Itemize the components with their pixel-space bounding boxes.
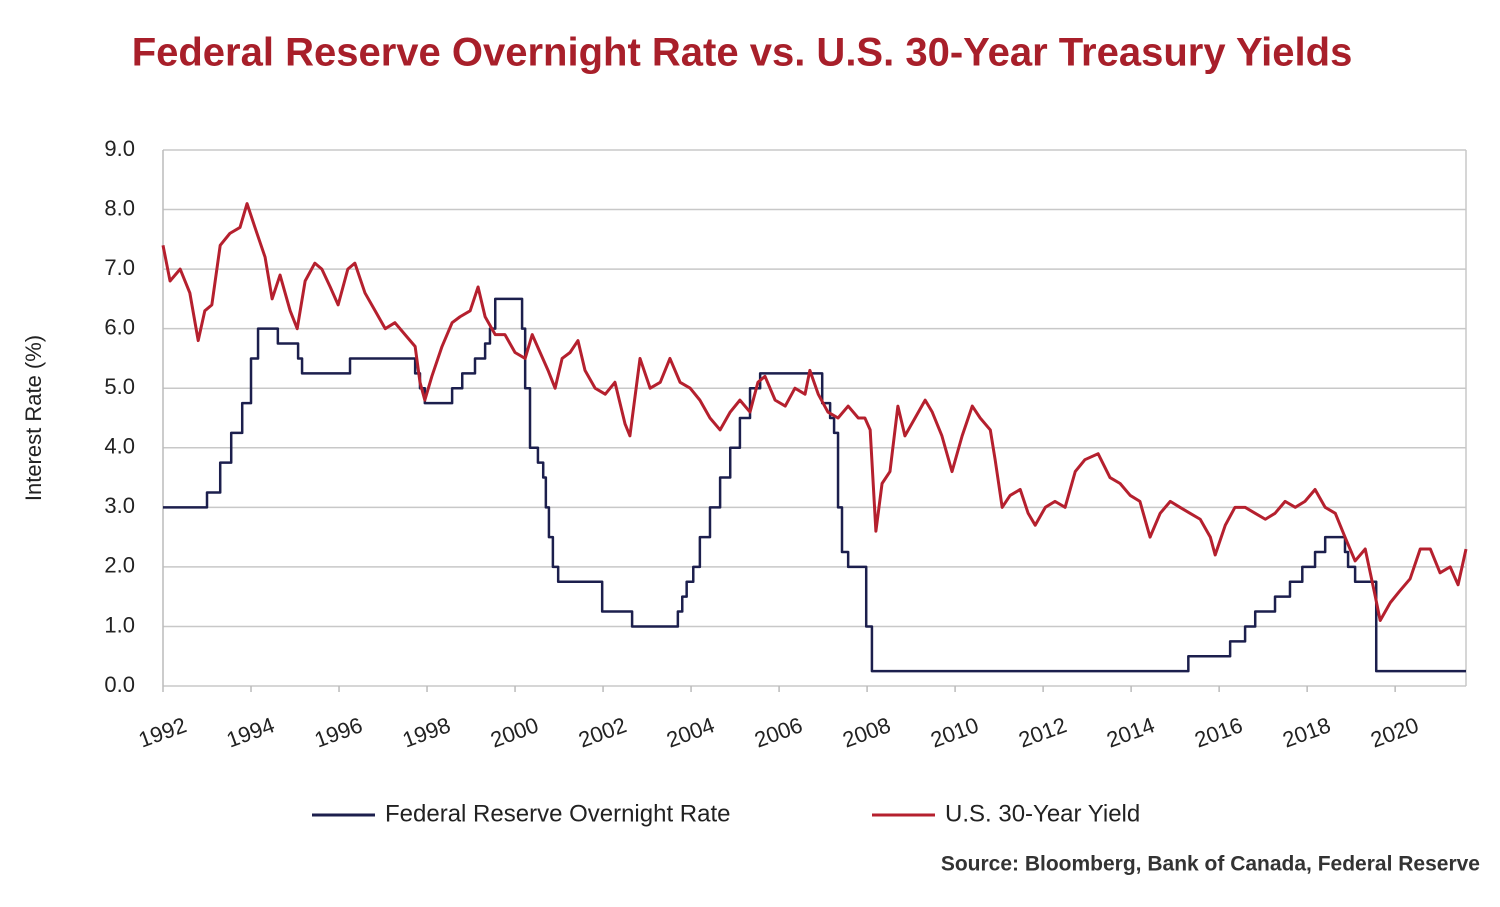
x-tick-label: 2000 xyxy=(487,712,542,752)
legend-label: Federal Reserve Overnight Rate xyxy=(385,800,731,827)
chart-title: Federal Reserve Overnight Rate vs. U.S. … xyxy=(132,31,1353,75)
y-tick-label: 1.0 xyxy=(104,612,135,637)
x-tick-label: 2006 xyxy=(751,712,806,752)
x-tick-label: 2002 xyxy=(575,712,630,752)
y-tick-label: 4.0 xyxy=(104,434,135,459)
y-axis-label: Interest Rate (%) xyxy=(21,335,46,501)
x-tick-label: 2016 xyxy=(1191,712,1246,752)
x-tick-label: 1994 xyxy=(223,712,278,752)
y-tick-label: 3.0 xyxy=(104,493,135,518)
x-tick-label: 2010 xyxy=(927,712,982,752)
x-tick-label: 2008 xyxy=(839,712,894,752)
x-tick-label: 1992 xyxy=(135,712,190,752)
y-tick-label: 5.0 xyxy=(104,374,135,399)
y-tick-label: 6.0 xyxy=(104,314,135,339)
y-tick-label: 7.0 xyxy=(104,255,135,280)
x-tick-label: 2014 xyxy=(1103,712,1158,752)
series-line xyxy=(163,297,1466,673)
x-tick-label: 2012 xyxy=(1015,712,1070,752)
y-tick-label: 2.0 xyxy=(104,553,135,578)
x-tick-label: 1998 xyxy=(399,712,454,752)
series-line xyxy=(161,202,1468,622)
x-tick-label: 2020 xyxy=(1367,712,1422,752)
source-note: Source: Bloomberg, Bank of Canada, Feder… xyxy=(941,853,1480,876)
x-tick-label: 2004 xyxy=(663,712,718,752)
y-tick-label: 8.0 xyxy=(104,195,135,220)
y-tick-label: 0.0 xyxy=(104,672,135,697)
x-tick-label: 1996 xyxy=(311,712,366,752)
legend-label: U.S. 30-Year Yield xyxy=(945,800,1140,827)
x-tick-label: 2018 xyxy=(1279,712,1334,752)
y-tick-label: 9.0 xyxy=(104,136,135,161)
